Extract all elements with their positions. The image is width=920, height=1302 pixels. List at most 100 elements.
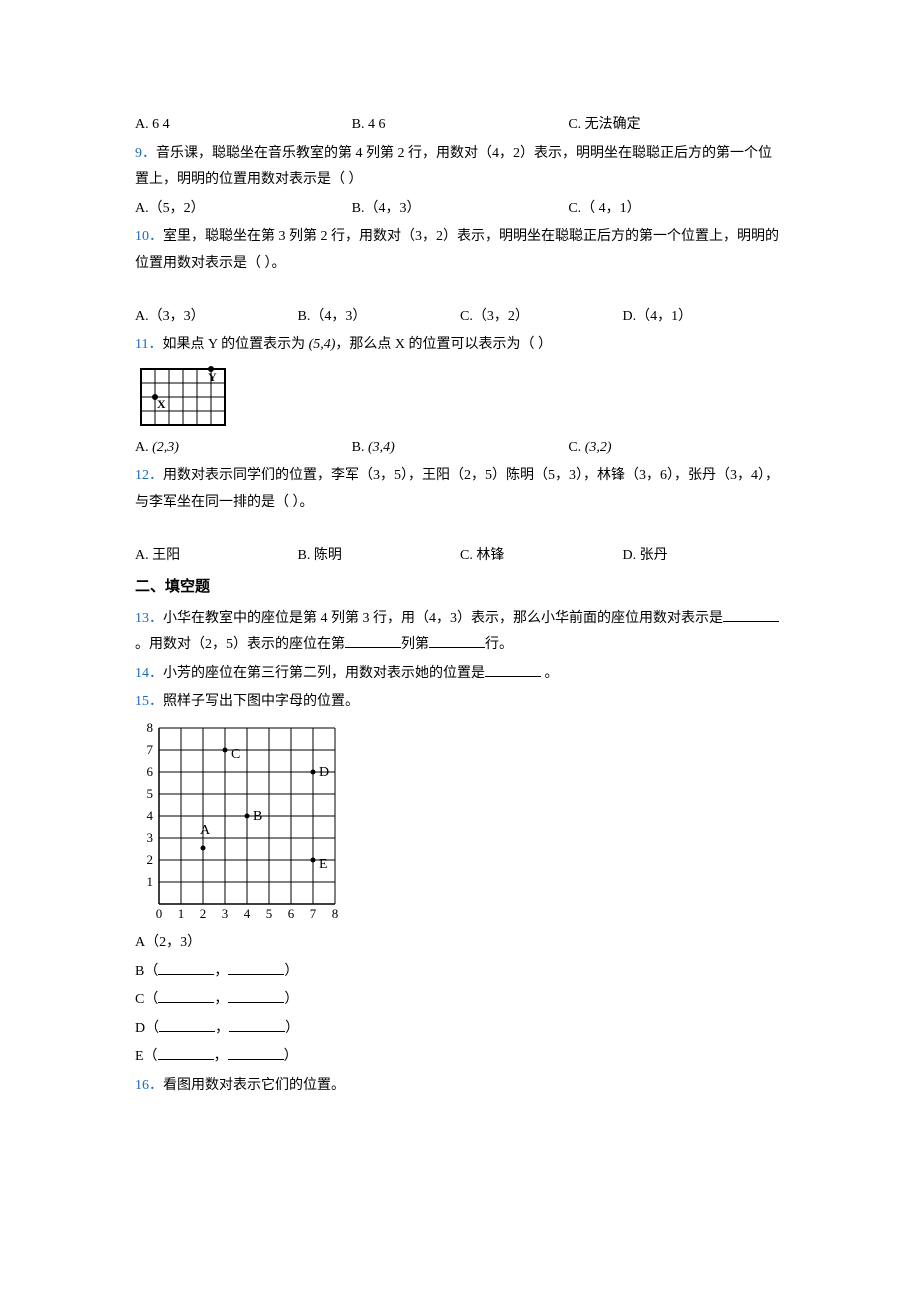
- q13-blank-2[interactable]: [345, 633, 401, 648]
- q15-num: 15．: [135, 694, 163, 709]
- q11-grid-svg: XY: [135, 363, 231, 431]
- q16-text: 看图用数对表示它们的位置。: [163, 1078, 345, 1093]
- q11-opt-c: C. (3,2): [568, 435, 785, 462]
- svg-text:7: 7: [147, 742, 154, 757]
- q15-c-close: ）: [284, 992, 298, 1007]
- q11-opt-a: A. (2,3): [135, 435, 352, 462]
- svg-text:E: E: [319, 857, 328, 872]
- q10-opt-c-text: C.（3，2）: [460, 309, 529, 324]
- q15-c-pre: C（: [135, 992, 158, 1007]
- q11-text-b: ，那么点 X 的位置可以表示为（ ）: [335, 337, 552, 352]
- svg-text:4: 4: [244, 906, 251, 921]
- q15-e-pre: E（: [135, 1049, 158, 1064]
- q11-opt-b-pre: B.: [352, 440, 368, 455]
- q10-opt-c: C.（3，2）: [460, 304, 623, 331]
- q14-blank-1[interactable]: [485, 662, 541, 677]
- svg-text:1: 1: [147, 874, 154, 889]
- q9-num: 9．: [135, 146, 156, 161]
- q11: 11．如果点 Y 的位置表示为 (5,4)，那么点 X 的位置可以表示为（ ）: [135, 332, 785, 359]
- q15-e-sep: ，: [214, 1049, 228, 1064]
- q9-opt-c-text: C.（ 4，1）: [568, 201, 640, 216]
- svg-text:6: 6: [288, 906, 295, 921]
- q15-text: 照样子写出下图中字母的位置。: [163, 694, 359, 709]
- q13-text-d: 行。: [485, 637, 513, 652]
- q15-d-pre: D（: [135, 1021, 159, 1036]
- q12-opt-b-text: B. 陈明: [298, 548, 342, 563]
- q15-b-sep: ，: [214, 964, 228, 979]
- spacer: [135, 280, 785, 302]
- q15-c-blank-2[interactable]: [228, 988, 284, 1003]
- q14: 14．小芳的座位在第三行第二列，用数对表示她的位置是 。: [135, 661, 785, 688]
- svg-text:2: 2: [147, 852, 154, 867]
- q10-num: 10．: [135, 229, 163, 244]
- q15-d-blank-2[interactable]: [229, 1017, 285, 1032]
- q14-text-a: 小芳的座位在第三行第二列，用数对表示她的位置是: [163, 666, 485, 681]
- q11-text-a: 如果点 Y 的位置表示为: [162, 337, 308, 352]
- q8-opt-c-text: C. 无法确定: [568, 117, 640, 132]
- q12-opt-a-text: A. 王阳: [135, 548, 180, 563]
- svg-text:B: B: [253, 809, 262, 824]
- svg-text:8: 8: [332, 906, 339, 921]
- q13-blank-3[interactable]: [429, 633, 485, 648]
- q10-text: 室里，聪聪坐在第 3 列第 2 行，用数对（3，2）表示，明明坐在聪聪正后方的第…: [135, 229, 779, 271]
- q11-grid: XY: [135, 363, 785, 431]
- q15-chart-svg: 01234567812345678ABCDE: [135, 720, 345, 926]
- q16-num: 16．: [135, 1078, 163, 1093]
- q9-opt-b-text: B.（4，3）: [352, 201, 421, 216]
- svg-text:X: X: [157, 397, 166, 411]
- q15-c-sep: ，: [214, 992, 228, 1007]
- q11-opt-b: B. (3,4): [352, 435, 569, 462]
- q13-text-b: 。用数对（2，5）表示的座位在第: [135, 637, 345, 652]
- q13-text-a: 小华在教室中的座位是第 4 列第 3 行，用（4，3）表示，那么小华前面的座位用…: [163, 611, 723, 626]
- q14-text-b: 。: [541, 666, 559, 681]
- q10-opt-a: A.（3，3）: [135, 304, 298, 331]
- svg-text:D: D: [319, 765, 329, 780]
- q15-c-blank-1[interactable]: [158, 988, 214, 1003]
- q15-d-blank-1[interactable]: [159, 1017, 215, 1032]
- svg-text:5: 5: [266, 906, 273, 921]
- q11-opt-a-text: (2,3): [152, 440, 179, 455]
- q13: 13．小华在教室中的座位是第 4 列第 3 行，用（4，3）表示，那么小华前面的…: [135, 606, 785, 659]
- q15-row-e: E（，）: [135, 1044, 785, 1071]
- svg-text:4: 4: [147, 808, 154, 823]
- svg-text:0: 0: [156, 906, 163, 921]
- q15-b-blank-1[interactable]: [158, 960, 214, 975]
- q12-opt-c: C. 林锋: [460, 543, 623, 570]
- q15-e-blank-1[interactable]: [158, 1045, 214, 1060]
- svg-text:6: 6: [147, 764, 154, 779]
- q13-blank-1[interactable]: [723, 607, 779, 622]
- q15-d-sep: ，: [215, 1021, 229, 1036]
- q8-opt-a: A. 6 4: [135, 112, 352, 139]
- q9-text: 音乐课，聪聪坐在音乐教室的第 4 列第 2 行，用数对（4，2）表示，明明坐在聪…: [135, 146, 772, 188]
- q12-opt-d: D. 张丹: [623, 543, 786, 570]
- q11-opt-b-text: (3,4): [368, 440, 395, 455]
- q8-opt-b: B. 4 6: [352, 112, 569, 139]
- q9-opt-a: A.（5，2）: [135, 196, 352, 223]
- q15-row-b: B（，）: [135, 959, 785, 986]
- q10-opt-d-text: D.（4，1）: [623, 309, 693, 324]
- spacer: [135, 519, 785, 541]
- q16: 16．看图用数对表示它们的位置。: [135, 1073, 785, 1100]
- svg-text:5: 5: [147, 786, 154, 801]
- q9-options: A.（5，2） B.（4，3） C.（ 4，1）: [135, 196, 785, 223]
- q9-opt-c: C.（ 4，1）: [568, 196, 785, 223]
- q13-text-c: 列第: [401, 637, 429, 652]
- q11-opt-a-pre: A.: [135, 440, 152, 455]
- q9: 9．音乐课，聪聪坐在音乐教室的第 4 列第 2 行，用数对（4，2）表示，明明坐…: [135, 141, 785, 194]
- q8-options: A. 6 4 B. 4 6 C. 无法确定: [135, 112, 785, 139]
- q8-opt-c: C. 无法确定: [568, 112, 785, 139]
- q12-opt-b: B. 陈明: [298, 543, 461, 570]
- q11-num: 11．: [135, 337, 162, 352]
- q9-opt-a-text: A.（5，2）: [135, 201, 205, 216]
- svg-text:3: 3: [147, 830, 154, 845]
- q15-d-close: ）: [285, 1021, 299, 1036]
- q15-b-blank-2[interactable]: [228, 960, 284, 975]
- q11-options: A. (2,3) B. (3,4) C. (3,2): [135, 435, 785, 462]
- q11-opt-c-pre: C.: [568, 440, 584, 455]
- q12-options: A. 王阳 B. 陈明 C. 林锋 D. 张丹: [135, 543, 785, 570]
- q15-chart: 01234567812345678ABCDE: [135, 720, 785, 926]
- q15-e-blank-2[interactable]: [228, 1045, 284, 1060]
- section-2-title: 二、填空题: [135, 573, 785, 602]
- q15-row-a: A（2，3）: [135, 930, 785, 957]
- q15-row-d: D（ ， ）: [135, 1016, 785, 1043]
